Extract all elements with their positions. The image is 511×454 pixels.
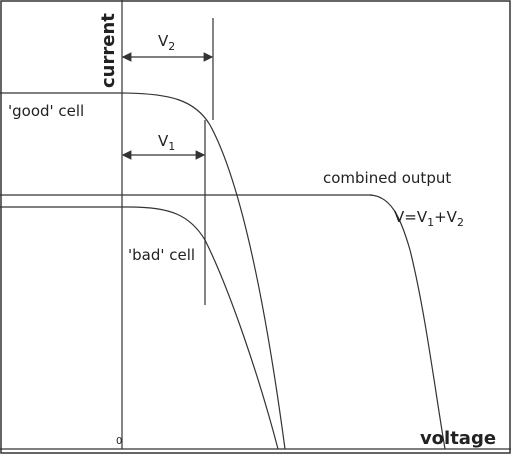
v2-sub: 2	[168, 40, 175, 53]
bad-cell-curve	[0, 206, 279, 450]
v1-base: V	[158, 132, 169, 150]
eq-sub: 1	[427, 216, 434, 229]
equation: V=V1+V2	[394, 208, 464, 229]
v1-label: V1	[158, 132, 175, 153]
eq-sub: 2	[457, 216, 464, 229]
eq-part: +V	[434, 208, 458, 226]
good-cell-label: 'good' cell	[8, 102, 84, 120]
v1-sub: 1	[168, 140, 175, 153]
good-cell-curve	[0, 92, 286, 450]
combined-label: combined output	[323, 169, 451, 187]
v2-base: V	[158, 32, 169, 50]
combined-curve	[369, 194, 446, 450]
v2-label: V2	[158, 32, 175, 53]
x-axis-label: voltage	[420, 428, 496, 449]
y-axis-label: current	[98, 13, 119, 88]
bad-cell-label: 'bad' cell	[128, 246, 195, 264]
origin-label: 0	[116, 436, 122, 447]
eq-part: V=V	[394, 208, 428, 226]
